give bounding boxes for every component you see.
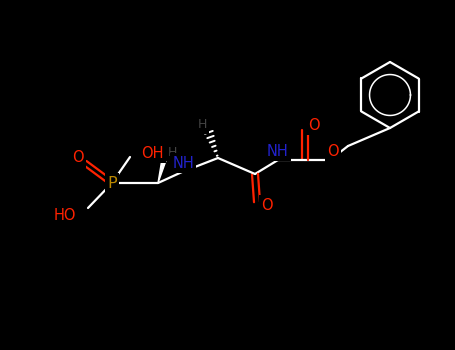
Text: P: P [107,175,117,190]
Text: NH: NH [267,144,289,159]
Text: H: H [197,119,207,132]
Text: OH: OH [141,146,163,161]
Text: O: O [261,197,273,212]
Text: O: O [327,145,339,160]
Text: HO: HO [54,208,76,223]
Polygon shape [158,155,167,183]
Text: O: O [72,150,84,166]
Text: NH: NH [172,155,194,170]
Text: H: H [167,146,177,159]
Text: O: O [308,118,320,133]
